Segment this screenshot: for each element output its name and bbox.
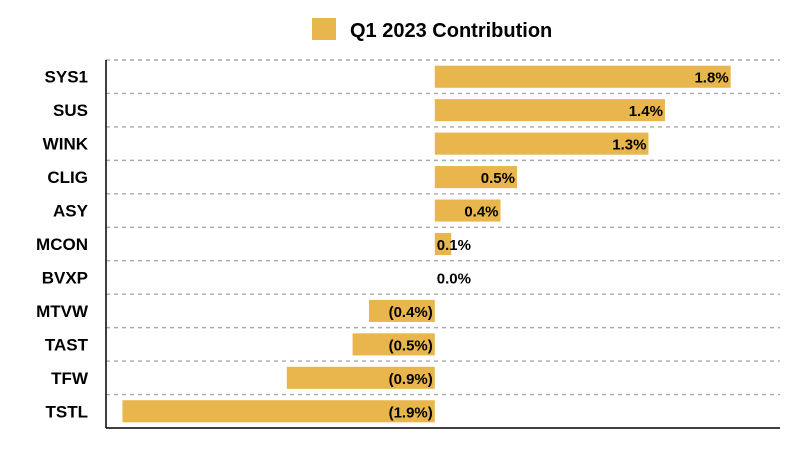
bar-tfw	[286, 366, 435, 389]
bar-asy	[434, 199, 501, 222]
data-label-tstl: (1.9%)	[389, 404, 433, 421]
legend: Q1 2023 Contribution	[312, 18, 552, 42]
data-label-asy: 0.4%	[464, 204, 498, 221]
bar-tstl	[122, 400, 435, 423]
category-label-tstl: TSTL	[46, 402, 89, 421]
data-label-mtvw: (0.4%)	[389, 304, 433, 321]
category-label-wink: WINK	[43, 135, 89, 154]
data-label-bvxp: 0.0%	[437, 270, 471, 287]
bar-sys1	[434, 65, 731, 88]
gridlines	[106, 59, 780, 396]
category-label-tfw: TFW	[51, 369, 89, 388]
data-label-wink: 1.3%	[612, 137, 646, 154]
data-label-clig: 0.5%	[481, 170, 515, 187]
bar-mtvw	[369, 299, 435, 322]
category-label-sys1: SYS1	[45, 68, 88, 87]
axes	[105, 60, 780, 429]
bar-tast	[352, 333, 435, 356]
bar-mcon	[434, 232, 452, 256]
category-label-asy: ASY	[53, 202, 89, 221]
category-label-mcon: MCON	[36, 235, 88, 254]
data-label-tfw: (0.9%)	[389, 371, 433, 388]
category-label-tast: TAST	[45, 335, 89, 354]
category-label-bvxp: BVXP	[42, 268, 88, 287]
data-label-sus: 1.4%	[629, 103, 663, 120]
data-label-mcon: 0.1%	[437, 237, 471, 254]
legend-label: Q1 2023 Contribution	[350, 20, 552, 42]
data-label-sys1: 1.8%	[694, 70, 728, 87]
category-label-mtvw: MTVW	[36, 302, 89, 321]
data-labels: 1.8% 1.4% 1.3% 0.5% 0.4% 0.1% 0.0%(0.4%) (0.5%)…	[389, 70, 729, 422]
data-label-tast: (0.5%)	[389, 337, 433, 354]
legend-swatch	[312, 18, 336, 40]
bar-clig	[434, 166, 517, 189]
bar-sus	[434, 99, 665, 122]
bar-wink	[434, 132, 649, 155]
category-label-clig: CLIG	[47, 168, 88, 187]
category-ticks: SYS1 SUS WINK CLIG ASY MCON BVXP MTVW TAST TFW TST…	[36, 68, 89, 422]
category-label-sus: SUS	[53, 101, 88, 120]
bars	[122, 65, 731, 423]
